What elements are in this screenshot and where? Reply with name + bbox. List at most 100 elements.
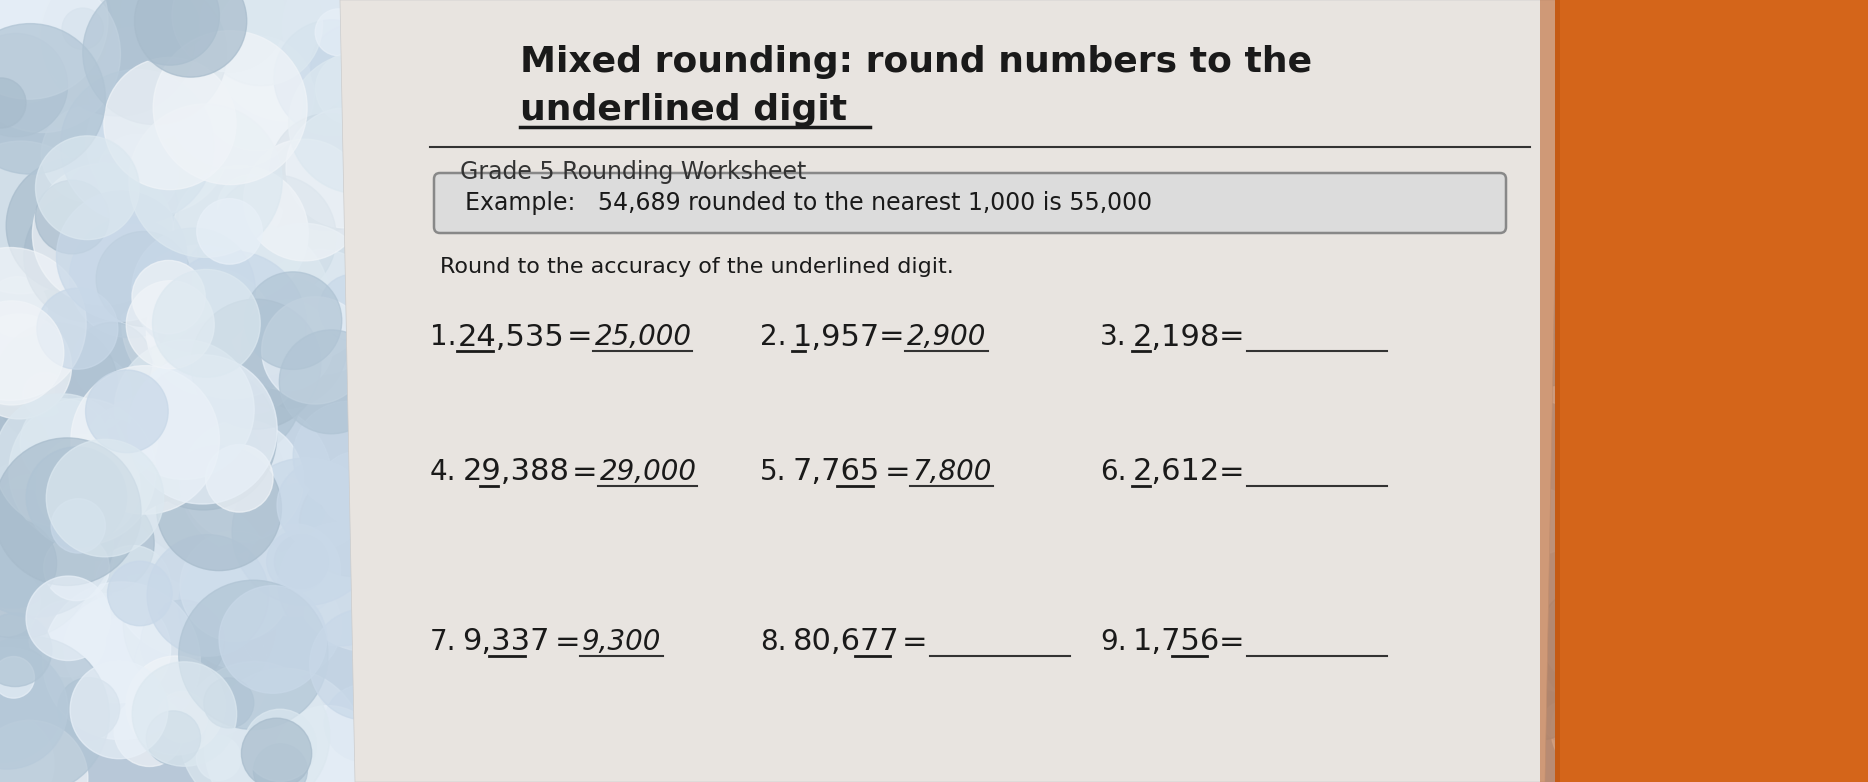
Circle shape <box>1595 680 1640 724</box>
Circle shape <box>140 600 224 684</box>
Circle shape <box>95 546 170 621</box>
Circle shape <box>1640 176 1689 224</box>
Circle shape <box>114 52 194 131</box>
Circle shape <box>35 136 140 239</box>
Text: 7,800: 7,800 <box>912 458 992 486</box>
Circle shape <box>153 270 260 377</box>
Circle shape <box>200 0 323 86</box>
Circle shape <box>1808 422 1868 486</box>
Circle shape <box>95 231 191 326</box>
Circle shape <box>64 596 170 703</box>
Circle shape <box>1564 512 1616 565</box>
Circle shape <box>1702 727 1791 782</box>
Circle shape <box>133 228 256 352</box>
Circle shape <box>37 289 118 369</box>
Circle shape <box>0 720 88 782</box>
Circle shape <box>1603 2 1707 107</box>
Circle shape <box>43 535 110 601</box>
Circle shape <box>0 301 64 405</box>
Circle shape <box>129 104 282 257</box>
Circle shape <box>47 439 164 557</box>
Text: 1,756: 1,756 <box>1132 627 1220 657</box>
Circle shape <box>30 601 105 677</box>
Circle shape <box>133 260 205 334</box>
Circle shape <box>1771 181 1847 260</box>
Circle shape <box>316 53 387 124</box>
Bar <box>1554 0 1868 782</box>
Circle shape <box>1823 409 1864 450</box>
Text: 2,612: 2,612 <box>1132 457 1220 486</box>
Circle shape <box>1509 488 1575 554</box>
Circle shape <box>1732 622 1814 704</box>
Circle shape <box>1676 286 1735 347</box>
Circle shape <box>254 744 308 782</box>
Circle shape <box>1648 324 1700 377</box>
Circle shape <box>88 407 157 478</box>
Text: 25,000: 25,000 <box>594 323 691 351</box>
Circle shape <box>0 141 97 294</box>
FancyBboxPatch shape <box>433 173 1506 233</box>
Circle shape <box>280 330 383 434</box>
Circle shape <box>0 248 86 400</box>
Circle shape <box>1534 339 1599 405</box>
Circle shape <box>0 438 142 586</box>
Circle shape <box>1502 287 1601 386</box>
Circle shape <box>1750 0 1855 70</box>
Text: 80,677: 80,677 <box>792 627 899 657</box>
Circle shape <box>1818 274 1857 314</box>
Circle shape <box>86 70 230 214</box>
Circle shape <box>0 0 92 103</box>
Circle shape <box>1711 200 1790 278</box>
Circle shape <box>56 494 155 592</box>
Text: underlined digit: underlined digit <box>519 93 846 127</box>
Circle shape <box>232 310 284 362</box>
Circle shape <box>1590 363 1649 422</box>
Circle shape <box>1543 701 1582 741</box>
Circle shape <box>35 180 108 254</box>
Circle shape <box>1573 712 1685 782</box>
Circle shape <box>0 23 105 174</box>
Circle shape <box>1810 621 1868 704</box>
Circle shape <box>26 447 127 547</box>
Circle shape <box>1649 412 1748 512</box>
Circle shape <box>0 407 49 494</box>
Circle shape <box>1687 609 1745 666</box>
Circle shape <box>1799 547 1868 629</box>
Circle shape <box>43 582 200 740</box>
Text: 6.: 6. <box>1100 458 1126 486</box>
Circle shape <box>1560 549 1612 603</box>
Circle shape <box>243 300 333 391</box>
Circle shape <box>0 394 127 527</box>
Circle shape <box>1651 333 1747 429</box>
Circle shape <box>1541 602 1646 705</box>
Circle shape <box>127 355 276 504</box>
Circle shape <box>273 705 383 782</box>
Circle shape <box>146 267 275 396</box>
Circle shape <box>282 0 420 95</box>
Circle shape <box>0 314 71 419</box>
Circle shape <box>205 669 364 782</box>
Circle shape <box>219 312 269 363</box>
Circle shape <box>319 274 387 342</box>
Circle shape <box>194 407 247 459</box>
Circle shape <box>239 575 342 676</box>
Circle shape <box>179 662 329 782</box>
Circle shape <box>310 608 420 720</box>
Circle shape <box>21 399 108 486</box>
Circle shape <box>1821 632 1868 699</box>
Text: Example:   54,689 rounded to the nearest 1,000 is 55,000: Example: 54,689 rounded to the nearest 1… <box>465 191 1153 215</box>
Circle shape <box>191 300 321 429</box>
Circle shape <box>1653 272 1728 347</box>
Circle shape <box>153 38 222 107</box>
Circle shape <box>1767 662 1868 765</box>
Circle shape <box>39 0 168 99</box>
Text: =: = <box>555 627 581 657</box>
Circle shape <box>0 484 60 571</box>
Circle shape <box>114 339 254 479</box>
Circle shape <box>1724 499 1767 541</box>
Circle shape <box>325 685 402 762</box>
Circle shape <box>1634 109 1704 178</box>
Circle shape <box>179 544 304 669</box>
Circle shape <box>176 224 329 377</box>
Circle shape <box>0 0 108 99</box>
